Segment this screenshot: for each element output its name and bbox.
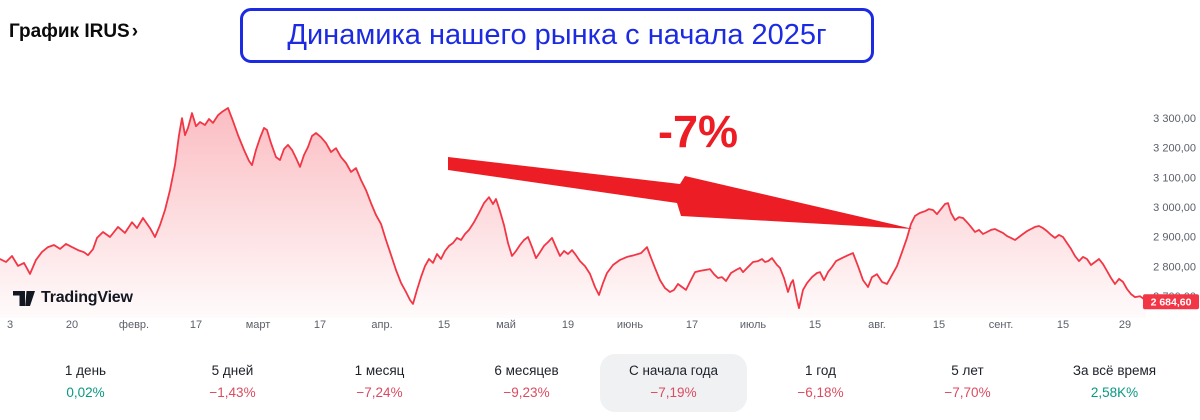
period-label: 5 дней bbox=[211, 363, 254, 378]
down-trend-arrow-annotation bbox=[448, 157, 913, 229]
x-tick-label: 17 bbox=[190, 319, 202, 331]
period-button-5-days[interactable]: 5 дней −1,43% bbox=[159, 354, 306, 412]
period-button-ytd[interactable]: С начала года −7,19% bbox=[600, 354, 747, 412]
tradingview-attribution[interactable]: TradingView bbox=[13, 289, 133, 307]
chevron-right-icon: › bbox=[131, 21, 139, 42]
period-label: За всё время bbox=[1072, 363, 1157, 378]
period-button-1-year[interactable]: 1 год −6,18% bbox=[747, 354, 894, 412]
y-tick-label: 3 000,00 bbox=[1153, 202, 1196, 214]
y-tick-label: 2 900,00 bbox=[1153, 232, 1196, 244]
x-tick-label: сент. bbox=[989, 319, 1014, 331]
tradingview-brand-label: TradingView bbox=[41, 289, 133, 306]
period-button-1-day[interactable]: 1 день 0,02% bbox=[12, 354, 159, 412]
y-tick-label: 2 800,00 bbox=[1153, 261, 1196, 273]
period-label: С начала года bbox=[628, 363, 719, 378]
period-value: −7,19% bbox=[650, 385, 697, 400]
period-value: −7,24% bbox=[356, 385, 403, 400]
period-button-all-time[interactable]: За всё время 2,58K% bbox=[1041, 354, 1188, 412]
period-selector: 1 день 0,02% 5 дней −1,43% 1 месяц −7,24… bbox=[12, 354, 1188, 412]
x-axis-labels: 3 20 февр. 17 март 17 апр. 15 май 19 июнь 17 июль 15 а… bbox=[7, 319, 1131, 331]
chart-title: График IRUS bbox=[9, 21, 130, 42]
period-button-5-years[interactable]: 5 лет −7,70% bbox=[894, 354, 1041, 412]
period-label: 5 лет bbox=[951, 363, 984, 378]
period-value: −6,18% bbox=[797, 385, 844, 400]
y-tick-label: 3 100,00 bbox=[1153, 172, 1196, 184]
y-tick-label: 3 300,00 bbox=[1153, 113, 1196, 125]
chart-title-link[interactable]: График IRUS › bbox=[9, 21, 138, 43]
x-tick-label: 15 bbox=[438, 319, 450, 331]
x-tick-label: 15 bbox=[1057, 319, 1069, 331]
x-tick-label: 3 bbox=[7, 319, 13, 331]
period-value: −1,43% bbox=[209, 385, 256, 400]
price-area-fill bbox=[0, 108, 1146, 318]
last-price-badge: 2 684,60 bbox=[1143, 294, 1199, 310]
period-value: 2,58K% bbox=[1090, 385, 1139, 400]
period-value: −7,70% bbox=[944, 385, 991, 400]
x-tick-label: 20 bbox=[66, 319, 78, 331]
x-tick-label: 17 bbox=[314, 319, 326, 331]
x-tick-label: апр. bbox=[371, 319, 392, 331]
annotation-text: Динамика нашего рынка с начала 2025г bbox=[287, 19, 827, 51]
x-tick-label: февр. bbox=[119, 319, 149, 331]
x-tick-label: июль bbox=[740, 319, 767, 331]
percent-change-annotation: -7% bbox=[657, 106, 739, 157]
y-tick-label: 3 200,00 bbox=[1153, 143, 1196, 155]
x-tick-label: авг. bbox=[868, 319, 886, 331]
x-tick-label: март bbox=[246, 319, 271, 331]
period-label: 6 месяцев bbox=[494, 363, 559, 378]
x-tick-label: 15 bbox=[933, 319, 945, 331]
x-tick-label: июнь bbox=[617, 319, 643, 331]
x-tick-label: 19 bbox=[562, 319, 574, 331]
tradingview-logo-icon bbox=[13, 290, 35, 306]
period-label: 1 год bbox=[805, 363, 836, 378]
y-axis-labels: 3 300,00 3 200,00 3 100,00 3 000,00 2 900,00… bbox=[1153, 113, 1196, 303]
period-button-1-month[interactable]: 1 месяц −7,24% bbox=[306, 354, 453, 412]
period-label: 1 месяц bbox=[354, 363, 405, 378]
annotation-callout: Динамика нашего рынка с начала 2025г bbox=[240, 8, 874, 63]
x-tick-label: 17 bbox=[686, 319, 698, 331]
period-button-6-months[interactable]: 6 месяцев −9,23% bbox=[453, 354, 600, 412]
period-value: −9,23% bbox=[503, 385, 550, 400]
x-tick-label: май bbox=[496, 319, 516, 331]
price-line bbox=[0, 107, 1147, 309]
last-price-label: 2 684,60 bbox=[1151, 297, 1192, 309]
x-tick-label: 29 bbox=[1119, 319, 1131, 331]
x-tick-label: 15 bbox=[809, 319, 821, 331]
period-label: 1 день bbox=[64, 363, 107, 378]
period-value: 0,02% bbox=[66, 385, 105, 400]
